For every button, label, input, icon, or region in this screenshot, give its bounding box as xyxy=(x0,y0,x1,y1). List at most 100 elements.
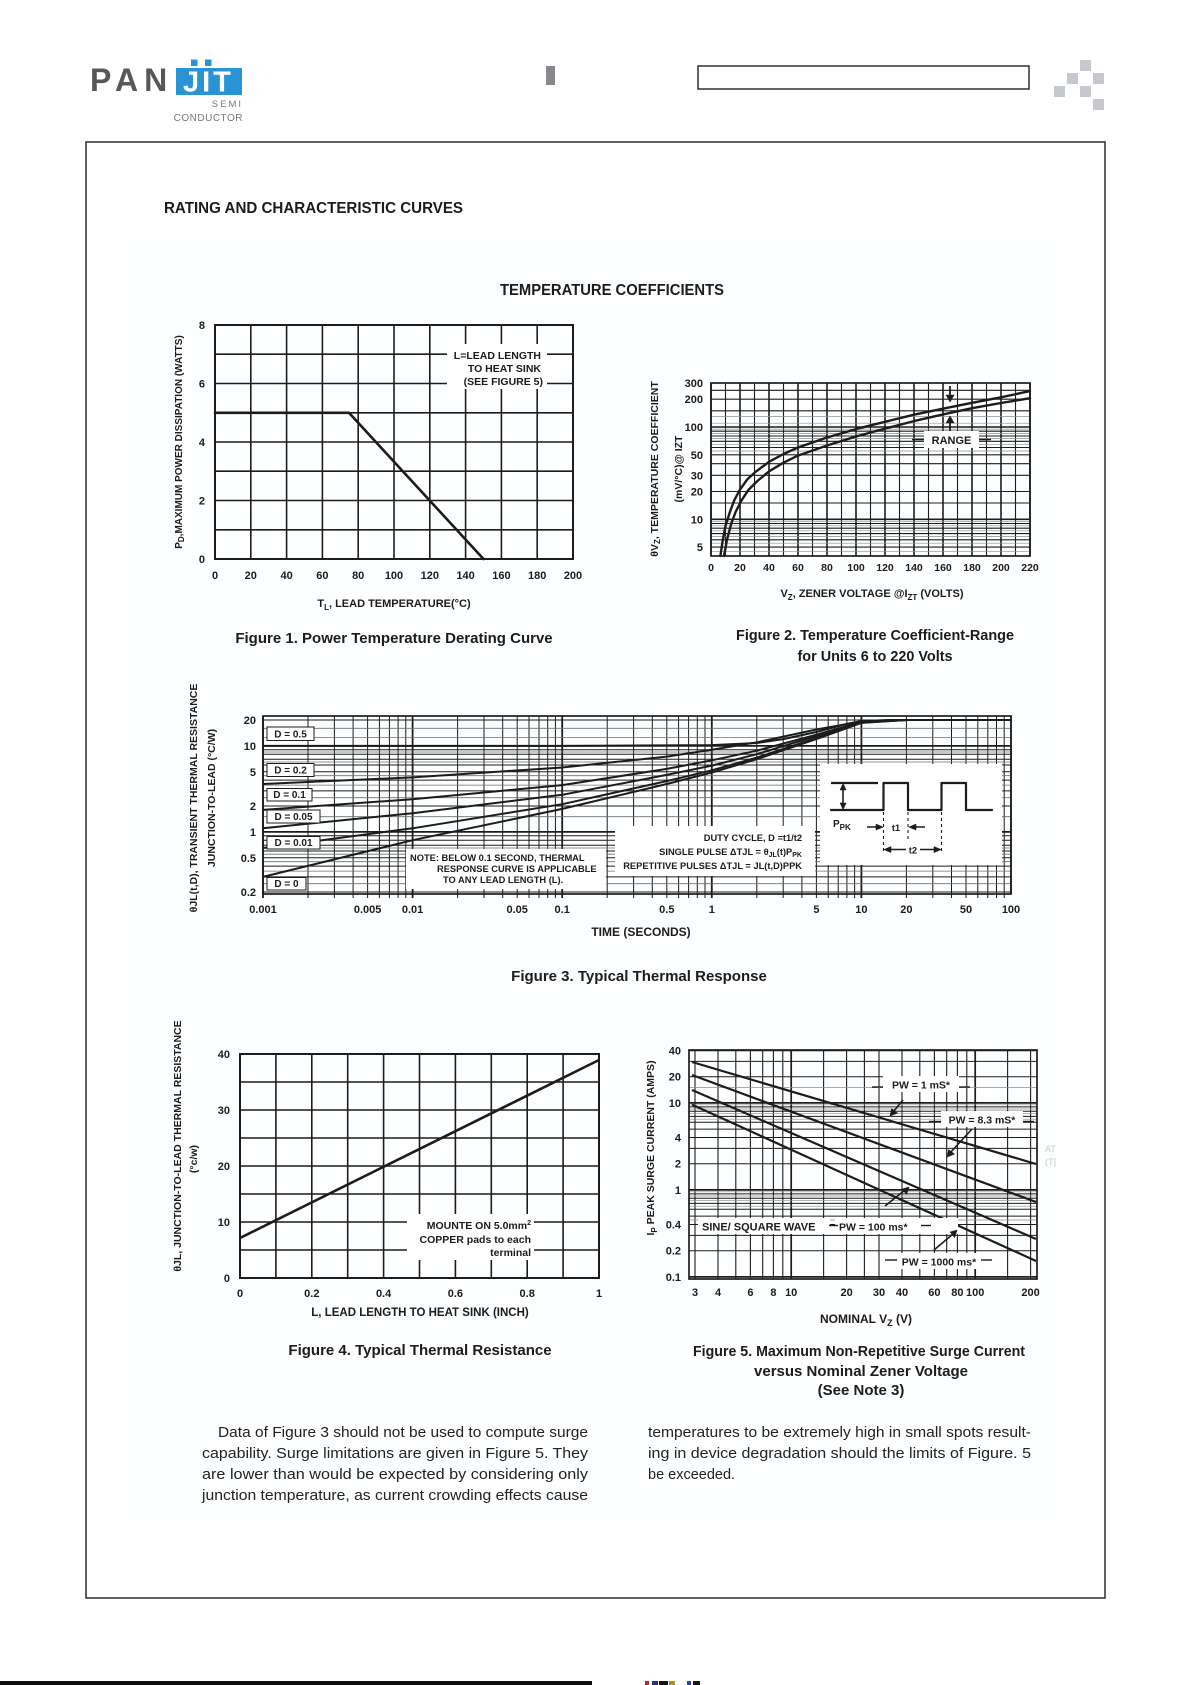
svg-text:Figure 3. Typical Thermal Resp: Figure 3. Typical Thermal Response xyxy=(511,968,767,985)
svg-text:30: 30 xyxy=(691,470,703,482)
svg-text:Figure 2. Temperature Coeffici: Figure 2. Temperature Coefficient-Range xyxy=(736,627,1014,644)
svg-text:REPETITIVE PULSES ΔTJL = JL(t,: REPETITIVE PULSES ΔTJL = JL(t,D)PPK xyxy=(623,861,802,871)
svg-text:200: 200 xyxy=(685,394,703,406)
svg-text:AT: AT xyxy=(1045,1144,1056,1154)
svg-text:SEMI: SEMI xyxy=(212,99,243,110)
svg-text:PW = 1 mS*: PW = 1 mS* xyxy=(892,1080,951,1092)
svg-text:PPK: PPK xyxy=(833,819,851,832)
svg-text:PW = 1000 ms*: PW = 1000 ms* xyxy=(902,1257,977,1269)
svg-text:D = 0: D = 0 xyxy=(274,879,299,890)
svg-text:80: 80 xyxy=(951,1287,963,1299)
svg-text:0.05: 0.05 xyxy=(506,904,527,916)
svg-text:θVZ, TEMPERATURE COEFFICIENT: θVZ, TEMPERATURE COEFFICIENT xyxy=(649,381,662,557)
svg-text:IP PEAK SURGE CURRENT (AMPS): IP PEAK SURGE CURRENT (AMPS) xyxy=(645,1060,659,1235)
svg-text:40: 40 xyxy=(669,1046,681,1058)
svg-text:40: 40 xyxy=(280,570,292,582)
svg-text:20: 20 xyxy=(900,904,912,916)
svg-text:are lower than would be expect: are lower than would be expected by cons… xyxy=(202,1467,589,1483)
svg-text:40: 40 xyxy=(763,562,775,574)
svg-text:0.005: 0.005 xyxy=(354,904,382,916)
svg-text:100: 100 xyxy=(966,1287,984,1299)
svg-text:0.2: 0.2 xyxy=(304,1288,319,1300)
svg-text:0.6: 0.6 xyxy=(448,1288,463,1300)
svg-text:θJL, JUNCTION-TO-LEAD THERMAL: θJL, JUNCTION-TO-LEAD THERMAL RESISTANCE xyxy=(172,1020,184,1271)
svg-text:TEMPERATURE COEFFICIENTS: TEMPERATURE COEFFICIENTS xyxy=(500,282,724,299)
svg-text:D = 0.01: D = 0.01 xyxy=(274,838,313,849)
svg-text:2: 2 xyxy=(250,801,256,813)
svg-text:1: 1 xyxy=(675,1185,681,1197)
svg-text:2: 2 xyxy=(675,1159,681,1171)
svg-text:100: 100 xyxy=(1002,904,1020,916)
svg-text:SINE/ SQUARE WAVE: SINE/ SQUARE WAVE xyxy=(702,1222,815,1234)
svg-text:0.01: 0.01 xyxy=(402,904,423,916)
svg-text:6: 6 xyxy=(747,1287,753,1299)
svg-text:DUTY CYCLE, D =t1/t2: DUTY CYCLE, D =t1/t2 xyxy=(704,833,802,843)
svg-text:NOMINAL VZ (V): NOMINAL VZ (V) xyxy=(820,1312,912,1328)
svg-text:140: 140 xyxy=(905,562,923,574)
svg-text:0.2: 0.2 xyxy=(241,887,256,899)
svg-text:140: 140 xyxy=(456,570,474,582)
svg-text:80: 80 xyxy=(821,562,833,574)
svg-text:D = 0.1: D = 0.1 xyxy=(273,790,306,801)
svg-text:0.5: 0.5 xyxy=(659,904,674,916)
svg-text:(mV/°C)@ IZT: (mV/°C)@ IZT xyxy=(673,435,685,503)
svg-text:0: 0 xyxy=(199,554,205,566)
svg-text:RANGE: RANGE xyxy=(932,435,972,447)
svg-text:TO ANY LEAD LENGTH (L).: TO ANY LEAD LENGTH (L). xyxy=(443,875,563,885)
svg-text:180: 180 xyxy=(528,570,546,582)
svg-text:TL, LEAD TEMPERATURE(°C): TL, LEAD TEMPERATURE(°C) xyxy=(317,598,471,612)
svg-text:Figure 4. Typical Thermal Resi: Figure 4. Typical Thermal Resistance xyxy=(288,1342,551,1359)
svg-text:0.1: 0.1 xyxy=(555,904,570,916)
svg-text:120: 120 xyxy=(876,562,894,574)
svg-text:30: 30 xyxy=(218,1105,230,1117)
svg-text:(°c/w): (°c/w) xyxy=(188,1145,200,1173)
svg-text:160: 160 xyxy=(492,570,510,582)
svg-text:160: 160 xyxy=(934,562,952,574)
svg-text:1: 1 xyxy=(596,1288,602,1300)
svg-text:(See Note 3): (See Note 3) xyxy=(818,1382,905,1399)
svg-text:180: 180 xyxy=(963,562,981,574)
svg-text:4: 4 xyxy=(715,1287,722,1299)
svg-text:D = 0.05: D = 0.05 xyxy=(274,812,313,823)
svg-text:JUNCTION-TO-LEAD (°C/W): JUNCTION-TO-LEAD (°C/W) xyxy=(206,729,218,867)
svg-text:220: 220 xyxy=(1021,562,1039,574)
svg-text:40: 40 xyxy=(896,1287,908,1299)
svg-text:20: 20 xyxy=(245,570,257,582)
svg-text:0.4: 0.4 xyxy=(376,1288,392,1300)
svg-text:TIME (SECONDS): TIME (SECONDS) xyxy=(591,925,690,939)
svg-text:MOUNTE ON 5.0mm2: MOUNTE ON 5.0mm2 xyxy=(427,1220,531,1232)
svg-text:120: 120 xyxy=(421,570,439,582)
svg-text:10: 10 xyxy=(218,1217,230,1229)
svg-text:6: 6 xyxy=(199,379,205,391)
svg-text:80: 80 xyxy=(352,570,364,582)
svg-text:PAN: PAN xyxy=(90,62,173,98)
svg-text:2: 2 xyxy=(199,496,205,508)
svg-text:θJL(t,D), TRANSIENT THERMAL RE: θJL(t,D), TRANSIENT THERMAL RESISTANCE xyxy=(188,684,200,913)
svg-text:0.001: 0.001 xyxy=(249,904,277,916)
svg-text:8: 8 xyxy=(770,1287,776,1299)
svg-text:CONDUCTOR: CONDUCTOR xyxy=(174,113,243,124)
svg-text:versus Nominal Zener Voltage: versus Nominal Zener Voltage xyxy=(754,1363,968,1380)
svg-text:50: 50 xyxy=(691,450,703,462)
svg-text:20: 20 xyxy=(218,1161,230,1173)
svg-text:TO HEAT SINK: TO HEAT SINK xyxy=(468,363,542,375)
svg-text:JIT: JIT xyxy=(183,67,234,99)
svg-text:10: 10 xyxy=(785,1287,797,1299)
svg-text:0.2: 0.2 xyxy=(666,1246,681,1258)
svg-text:temperatures to be extremely h: temperatures to be extremely high in sma… xyxy=(648,1425,1031,1441)
svg-text:t2: t2 xyxy=(909,846,917,857)
svg-text:RESPONSE CURVE IS APPLICABLE: RESPONSE CURVE IS APPLICABLE xyxy=(437,864,597,874)
svg-text:RATING AND CHARACTERISTIC CURV: RATING AND CHARACTERISTIC CURVES xyxy=(164,200,463,217)
svg-text:Figure 5. Maximum Non-Repetiti: Figure 5. Maximum Non-Repetitive Surge C… xyxy=(693,1343,1025,1360)
svg-text:0.5: 0.5 xyxy=(241,853,256,865)
svg-text:1: 1 xyxy=(250,827,256,839)
svg-text:NOTE: BELOW 0.1 SECOND, THERMA: NOTE: BELOW 0.1 SECOND, THERMAL xyxy=(410,853,585,863)
svg-text:VZ, ZENER VOLTAGE @IZT (VOLTS): VZ, ZENER VOLTAGE @IZT (VOLTS) xyxy=(780,588,963,602)
svg-text:200: 200 xyxy=(1021,1287,1039,1299)
svg-text:0: 0 xyxy=(708,562,714,574)
svg-text:(SEE FIGURE 5): (SEE FIGURE 5) xyxy=(464,376,543,388)
svg-text:0: 0 xyxy=(224,1273,230,1285)
svg-text:3: 3 xyxy=(692,1287,698,1299)
svg-text:capability. Surge limitations: capability. Surge limitations are given … xyxy=(202,1446,589,1462)
svg-text:L, LEAD LENGTH TO HEAT SINK (I: L, LEAD LENGTH TO HEAT SINK (INCH) xyxy=(311,1307,529,1319)
